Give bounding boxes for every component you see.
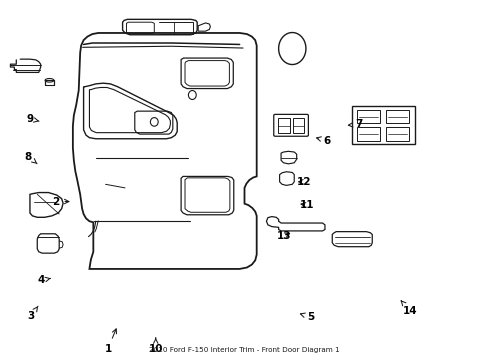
Bar — [385, 110, 408, 123]
Text: 14: 14 — [400, 301, 417, 316]
Text: 2: 2 — [52, 197, 69, 207]
Bar — [351, 107, 414, 144]
Text: 8: 8 — [25, 152, 37, 164]
Text: 9: 9 — [26, 114, 39, 124]
Text: 5: 5 — [300, 312, 313, 322]
Text: 11: 11 — [299, 200, 313, 210]
Text: 12: 12 — [297, 177, 311, 187]
Text: 3: 3 — [27, 306, 38, 321]
Bar — [356, 110, 379, 123]
Text: 2020 Ford F-150 Interior Trim - Front Door Diagram 1: 2020 Ford F-150 Interior Trim - Front Do… — [149, 347, 339, 353]
Bar — [292, 118, 304, 133]
Bar — [385, 127, 408, 140]
Text: 13: 13 — [277, 231, 291, 240]
Text: 6: 6 — [316, 136, 330, 145]
Text: 10: 10 — [148, 338, 163, 354]
Text: 7: 7 — [347, 120, 362, 129]
Bar — [45, 80, 54, 85]
Bar — [278, 118, 289, 133]
Text: 4: 4 — [38, 275, 50, 285]
Bar — [356, 127, 379, 140]
Text: 1: 1 — [104, 329, 116, 354]
